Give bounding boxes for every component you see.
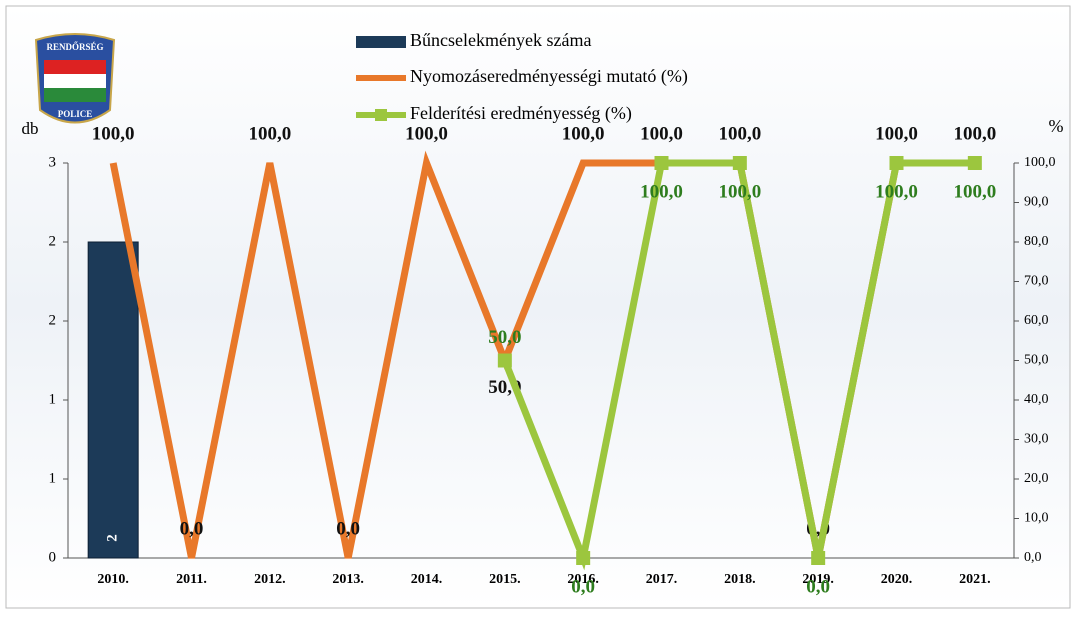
- data-label: 100,0: [953, 123, 996, 144]
- legend-label: Nyomozáseredményességi mutató (%): [410, 66, 688, 87]
- marker: [497, 353, 512, 368]
- y2-tick-label: 70,0: [1024, 274, 1049, 289]
- x-tick-label: 2015.: [489, 572, 521, 587]
- y-tick-label: 2: [49, 312, 57, 328]
- legend-label: Felderítési eredményesség (%): [410, 103, 632, 124]
- y-tick-label: 0: [49, 549, 57, 565]
- legend-marker: [375, 109, 387, 121]
- x-tick-label: 2017.: [646, 572, 678, 587]
- marker: [811, 551, 826, 565]
- y-axis-title: db: [22, 119, 39, 138]
- data-label: 100,0: [405, 123, 448, 144]
- data-label: 100,0: [562, 123, 605, 144]
- data-label: 0,0: [806, 576, 830, 597]
- bar: [87, 241, 139, 559]
- data-label: 100,0: [92, 123, 135, 144]
- y2-tick-label: 60,0: [1024, 313, 1049, 328]
- data-label: 0,0: [571, 576, 595, 597]
- marker: [889, 156, 904, 170]
- y2-tick-label: 30,0: [1024, 432, 1049, 447]
- y-tick-label: 2: [49, 233, 57, 249]
- y-tick-label: 1: [49, 391, 57, 407]
- data-label: 100,0: [640, 123, 683, 144]
- x-tick-label: 2016.: [567, 572, 599, 587]
- logo-bottom: POLICE: [58, 109, 93, 119]
- marker: [732, 156, 747, 170]
- x-tick-label: 2010.: [97, 572, 129, 587]
- x-tick-label: 2011.: [176, 572, 207, 587]
- data-label: 100,0: [718, 123, 761, 144]
- marker: [967, 156, 982, 170]
- x-tick-label: 2020.: [881, 572, 913, 587]
- x-tick-label: 2014.: [411, 572, 443, 587]
- legend-label: Bűncselekmények száma: [410, 30, 591, 50]
- y2-tick-label: 80,0: [1024, 234, 1049, 249]
- data-label: 100,0: [875, 181, 918, 202]
- data-label: 2: [105, 534, 121, 542]
- data-label: 0,0: [180, 518, 204, 539]
- marker: [654, 156, 669, 170]
- marker: [576, 551, 591, 565]
- x-tick-label: 2012.: [254, 572, 286, 587]
- y2-tick-label: 50,0: [1024, 353, 1049, 368]
- logo-top: RENDŐRSÉG: [46, 42, 103, 52]
- data-label: 100,0: [875, 123, 918, 144]
- data-label: 100,0: [953, 181, 996, 202]
- data-label: 0,0: [336, 518, 360, 539]
- x-tick-label: 2019.: [802, 572, 834, 587]
- data-label: 50,0: [488, 327, 521, 348]
- y2-tick-label: 40,0: [1024, 392, 1049, 407]
- y2-tick-label: 100,0: [1024, 155, 1056, 170]
- x-tick-label: 2021.: [959, 572, 991, 587]
- legend-swatch: [356, 36, 406, 48]
- x-tick-label: 2018.: [724, 572, 756, 587]
- y2-tick-label: 90,0: [1024, 195, 1049, 210]
- y2-tick-label: 0,0: [1024, 550, 1042, 565]
- y2-tick-label: 20,0: [1024, 471, 1049, 486]
- data-label: 100,0: [248, 123, 291, 144]
- y2-tick-label: 10,0: [1024, 511, 1049, 526]
- y-tick-label: 1: [49, 470, 57, 486]
- data-label: 100,0: [718, 181, 761, 202]
- frame: [5, 5, 1071, 609]
- x-tick-label: 2013.: [332, 572, 364, 587]
- data-label: 100,0: [640, 181, 683, 202]
- logo: RENDŐRSÉG POLICE: [34, 33, 116, 124]
- y2-axis-title: %: [1049, 116, 1064, 136]
- y-tick-label: 3: [49, 154, 57, 170]
